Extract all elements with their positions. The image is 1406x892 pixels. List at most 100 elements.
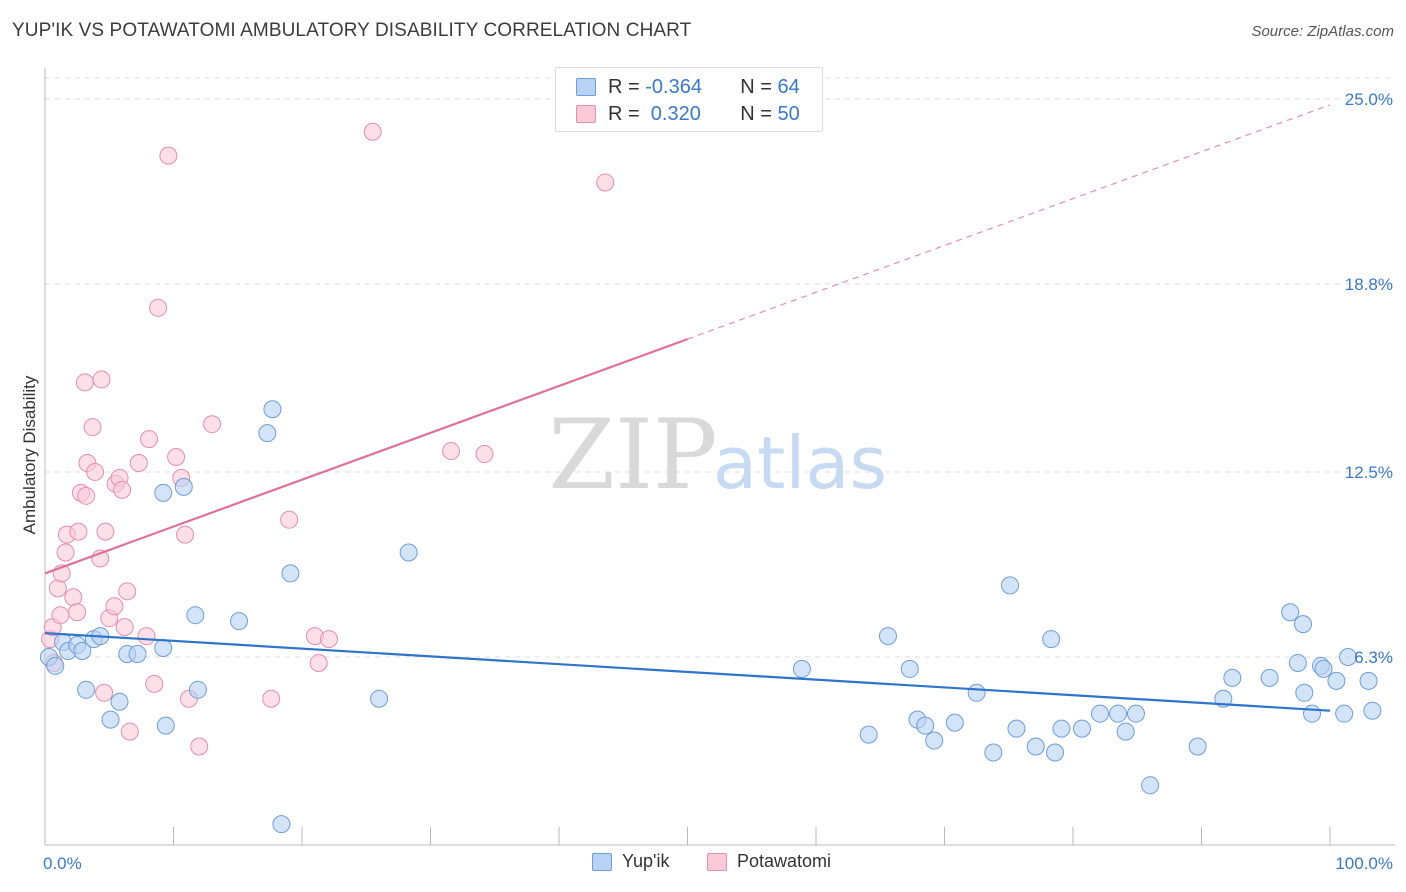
- y-axis-label: Ambulatory Disability: [20, 375, 39, 534]
- chart-title: YUP'IK VS POTAWATOMI AMBULATORY DISABILI…: [12, 20, 692, 41]
- y-tick-label: 25.0%: [1345, 90, 1393, 109]
- legend-item-potawatomi: Potawatomi: [707, 851, 831, 872]
- data-point-yupik: [1281, 603, 1300, 622]
- legend-swatch-yupik: [576, 78, 596, 96]
- data-point-yupik: [77, 680, 96, 699]
- data-point-yupik: [984, 743, 1003, 762]
- data-point-yupik: [154, 639, 173, 658]
- legend-n-value: 64: [777, 75, 800, 98]
- legend-r-value: 0.320: [645, 102, 701, 125]
- data-point-potawatomi: [149, 298, 168, 317]
- data-point-potawatomi: [319, 630, 338, 649]
- gridlines: [45, 77, 1395, 658]
- data-point-potawatomi: [96, 522, 115, 541]
- legend-r-value: -0.364: [645, 75, 702, 98]
- data-point-potawatomi: [596, 173, 615, 192]
- watermark-atlas: atlas: [713, 421, 887, 505]
- data-point-yupik: [154, 483, 173, 502]
- data-point-yupik: [230, 612, 249, 631]
- legend-n-label: N =: [740, 75, 778, 98]
- data-point-potawatomi: [140, 430, 159, 449]
- data-point-potawatomi: [129, 453, 148, 472]
- correlation-legend: R = -0.364 N = 64 R = 0.320 N = 50: [555, 67, 823, 132]
- data-point-potawatomi: [203, 415, 222, 434]
- watermark: ZIP atlas: [548, 399, 887, 511]
- data-point-potawatomi: [475, 445, 494, 464]
- data-point-yupik: [1188, 737, 1207, 756]
- data-point-yupik: [370, 689, 389, 708]
- data-point-potawatomi: [363, 122, 382, 141]
- watermark-zip: ZIP: [548, 399, 717, 511]
- data-point-yupik: [1001, 576, 1020, 595]
- data-point-yupik: [281, 564, 300, 583]
- data-point-yupik: [1072, 719, 1091, 738]
- legend-n-value: 50: [777, 102, 800, 125]
- data-point-yupik: [263, 400, 282, 419]
- legend-swatch-potawatomi: [576, 105, 596, 123]
- data-point-yupik: [1359, 671, 1378, 690]
- data-point-yupik: [128, 644, 147, 663]
- data-point-yupik: [1335, 704, 1354, 723]
- legend-label-potawatomi: Potawatomi: [737, 851, 832, 871]
- data-point-yupik: [1294, 615, 1313, 634]
- data-point-potawatomi: [309, 653, 328, 672]
- data-point-yupik: [900, 659, 919, 678]
- data-point-potawatomi: [115, 618, 134, 637]
- data-point-yupik: [878, 627, 897, 646]
- data-point-yupik: [916, 716, 935, 735]
- data-point-yupik: [1042, 630, 1061, 649]
- legend-row-potawatomi: R = 0.320 N = 50: [576, 102, 800, 126]
- axes: [44, 68, 1395, 846]
- data-point-yupik: [1026, 737, 1045, 756]
- legend-swatch-potawatomi: [707, 852, 727, 871]
- data-point-potawatomi: [92, 370, 111, 389]
- x-tick-label: 100.0%: [1335, 854, 1393, 873]
- legend-r-label: R =: [608, 75, 646, 98]
- legend-r-label: R =: [608, 102, 646, 125]
- legend-item-yupik: Yup'ik: [592, 851, 669, 872]
- data-point-potawatomi: [69, 522, 88, 541]
- potawatomi-trend-line: [44, 338, 688, 575]
- y-tick-label: 12.5%: [1345, 463, 1393, 482]
- data-point-yupik: [272, 815, 291, 834]
- data-point-potawatomi: [137, 627, 156, 646]
- data-point-yupik: [156, 716, 175, 735]
- data-point-yupik: [258, 424, 277, 443]
- data-point-yupik: [1090, 704, 1109, 723]
- data-point-potawatomi: [77, 486, 96, 505]
- data-point-potawatomi: [176, 525, 195, 544]
- data-point-yupik: [110, 692, 129, 711]
- data-point-yupik: [101, 710, 120, 729]
- data-point-yupik: [186, 606, 205, 625]
- data-point-potawatomi: [75, 373, 94, 392]
- data-point-potawatomi: [159, 146, 178, 165]
- trend-lines: [44, 104, 1331, 712]
- legend-label-yupik: Yup'ik: [622, 851, 670, 871]
- data-point-yupik: [1126, 704, 1145, 723]
- data-point-yupik: [1314, 659, 1333, 678]
- data-point-yupik: [1327, 671, 1346, 690]
- data-point-potawatomi: [442, 442, 461, 461]
- data-point-potawatomi: [145, 674, 164, 693]
- data-point-yupik: [1052, 719, 1071, 738]
- data-point-yupik: [1141, 776, 1160, 795]
- data-point-yupik: [967, 683, 986, 702]
- data-point-potawatomi: [105, 597, 124, 616]
- data-point-potawatomi: [86, 462, 105, 481]
- data-point-potawatomi: [190, 737, 209, 756]
- source-credit: Source: ZipAtlas.com: [1251, 23, 1394, 40]
- data-point-potawatomi: [120, 722, 139, 741]
- data-point-yupik: [1260, 668, 1279, 687]
- x-tick-label: 0.0%: [43, 854, 82, 873]
- data-point-potawatomi: [64, 588, 83, 607]
- data-point-potawatomi: [68, 603, 87, 622]
- data-point-yupik: [1223, 668, 1242, 687]
- data-point-potawatomi: [280, 510, 299, 529]
- data-point-yupik: [46, 656, 65, 675]
- data-point-yupik: [1007, 719, 1026, 738]
- potawatomi-trend-extension: [687, 104, 1331, 340]
- tick-labels: 6.3% 12.5% 18.8% 25.0% 0.0% 100.0%: [43, 90, 1393, 873]
- data-point-potawatomi: [113, 480, 132, 499]
- data-point-potawatomi: [95, 683, 114, 702]
